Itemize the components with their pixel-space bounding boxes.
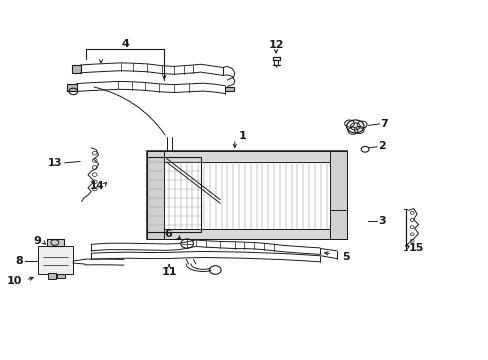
Text: 6: 6 (164, 229, 172, 239)
Text: 11: 11 (161, 267, 177, 277)
Text: 12: 12 (268, 40, 283, 50)
Text: 7: 7 (380, 118, 387, 129)
Text: 5: 5 (341, 252, 348, 262)
Text: 8: 8 (16, 256, 23, 266)
Bar (147, 157, 201, 232)
Bar (47, 273, 56, 279)
Text: 14: 14 (90, 181, 104, 191)
Bar (147, 152, 164, 239)
Text: 1: 1 (238, 131, 245, 141)
Bar (147, 229, 346, 239)
Bar (67, 84, 77, 91)
Text: 9: 9 (33, 236, 41, 246)
Bar (224, 87, 233, 91)
Bar (329, 152, 346, 239)
Bar (46, 239, 63, 246)
Text: 10: 10 (6, 276, 22, 286)
Text: 15: 15 (408, 243, 424, 253)
Bar (72, 65, 81, 73)
Text: 3: 3 (377, 216, 385, 226)
Bar (147, 152, 346, 239)
Text: 13: 13 (47, 158, 62, 168)
Bar (57, 274, 64, 278)
Bar (38, 246, 73, 274)
Text: 4: 4 (121, 39, 129, 49)
Text: 2: 2 (377, 141, 385, 151)
Bar (147, 152, 346, 162)
